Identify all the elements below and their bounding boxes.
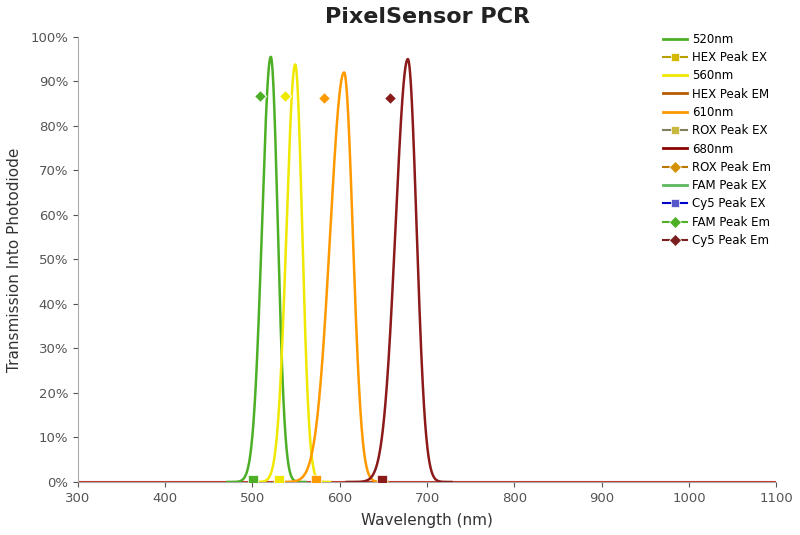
- Legend: 520nm, HEX Peak EX, 560nm, HEX Peak EM, 610nm, ROX Peak EX, 680nm, ROX Peak Em, : 520nm, HEX Peak EX, 560nm, HEX Peak EM, …: [658, 28, 776, 252]
- Title: PixelSensor PCR: PixelSensor PCR: [325, 7, 530, 27]
- Y-axis label: Transmission Into Photodiode: Transmission Into Photodiode: [7, 147, 22, 372]
- X-axis label: Wavelength (nm): Wavelength (nm): [361, 513, 493, 528]
